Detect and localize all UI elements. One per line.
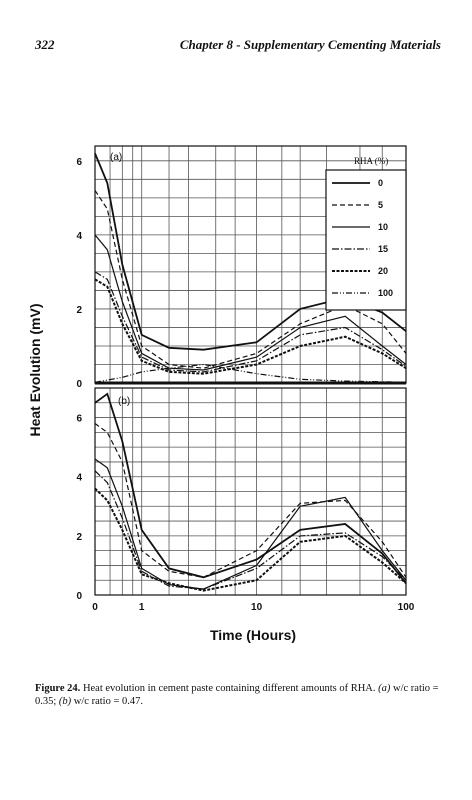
running-title: Chapter 8 - Supplementary Cementing Mate… — [179, 37, 441, 52]
caption-text: Heat evolution in cement paste containin… — [80, 683, 379, 694]
page-number: 322 — [35, 37, 55, 52]
x-tick-label: 1 — [139, 602, 145, 613]
legend-label-10: 10 — [378, 222, 388, 232]
series-line-b-20 — [94, 487, 407, 592]
y-tick-label: 2 — [76, 532, 82, 543]
legend-label-100: 100 — [378, 288, 393, 298]
y-tick-label: 0 — [76, 591, 82, 602]
figure-24: 0 2 4 6 0 2 4 6 0 1 10 100 RHA (%) 0 5 10 15 20 100 Heat … — [28, 140, 448, 650]
y-tick-label: 0 — [76, 379, 82, 390]
y-tick-label: 6 — [76, 157, 82, 168]
series-line-b-15 — [94, 470, 407, 590]
caption-b: (b) — [58, 696, 72, 707]
plot-frame — [94, 387, 407, 596]
panel-b-label: (b) — [118, 396, 130, 407]
heat-evolution-chart: 0 2 4 6 0 2 4 6 0 1 10 100 RHA (%) 0 5 10 15 20 100 Heat … — [28, 145, 415, 643]
legend-label-15: 15 — [378, 244, 388, 254]
series-line-a-20 — [94, 278, 407, 375]
legend-title: RHA (%) — [354, 156, 388, 166]
legend-label-5: 5 — [378, 200, 383, 210]
y-axis-label: Heat Evolution (mV) — [28, 303, 43, 436]
x-tick-label: 0 — [92, 602, 98, 613]
x-axis-label: Time (Hours) — [210, 627, 296, 643]
series-line-a-5 — [94, 190, 407, 369]
series-line-a-10 — [94, 234, 407, 371]
panel-a-label: (a) — [110, 152, 122, 163]
caption-a: (a) — [378, 683, 391, 694]
legend-label-0: 0 — [378, 178, 383, 188]
caption-wc1: w/c ratio = 0.35; — [35, 683, 439, 707]
y-tick-label: 2 — [76, 305, 82, 316]
figure-caption: Figure 24. Heat evolution in cement past… — [35, 682, 445, 708]
caption-wc2: w/c ratio = 0.47. — [71, 696, 143, 707]
series-line-a-100 — [94, 363, 407, 383]
x-tick-label: 100 — [398, 602, 415, 613]
series-line-a-15 — [94, 271, 407, 373]
caption-label: Figure 24. — [35, 683, 81, 694]
y-tick-label: 6 — [76, 414, 82, 425]
x-tick-label: 10 — [251, 602, 263, 613]
legend-label-20: 20 — [378, 266, 388, 276]
legend-box — [325, 169, 407, 311]
y-tick-label: 4 — [76, 473, 82, 484]
y-tick-label: 4 — [76, 231, 82, 242]
